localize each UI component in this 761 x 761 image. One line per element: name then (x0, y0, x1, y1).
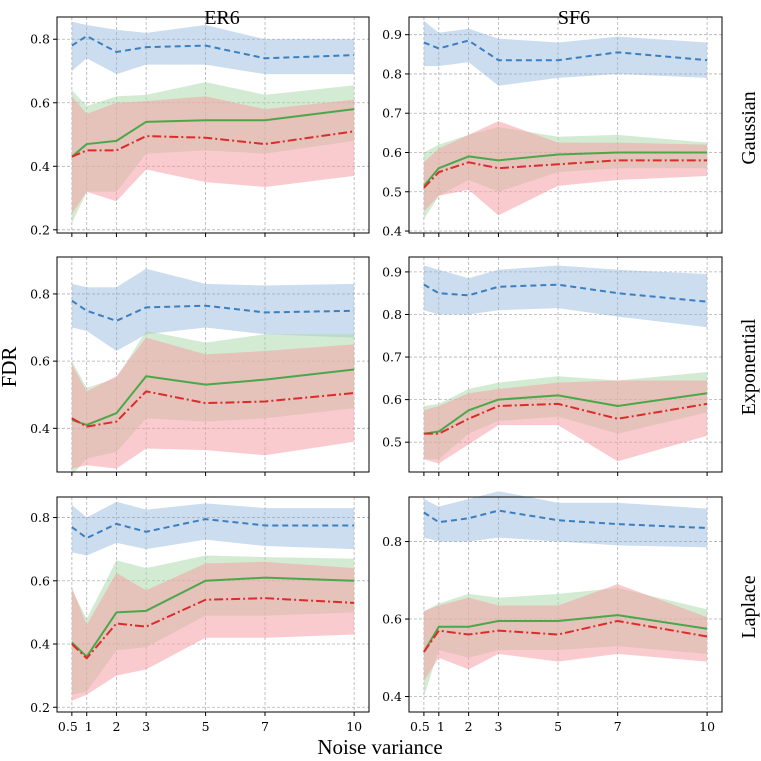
row-title-exponential: Exponential (738, 318, 760, 415)
x-tick-label: 0.5 (58, 719, 78, 734)
y-tick-label: 0.4 (30, 637, 50, 652)
y-tick-label: 0.9 (382, 264, 402, 279)
x-axis-label: Noise variance (317, 735, 442, 759)
x-tick-label: 2 (465, 719, 473, 734)
y-tick-label: 0.6 (30, 95, 50, 110)
x-tick-label: 1 (437, 719, 445, 734)
green-series-line (71, 368, 355, 426)
blue-confidence-band (71, 268, 355, 352)
x-tick-label: 2 (112, 719, 120, 734)
y-tick-label: 0.7 (382, 106, 402, 121)
blue-series-line (71, 518, 355, 540)
y-tick-label: 0.5 (382, 184, 402, 199)
red-series-line (423, 159, 708, 189)
y-tick-label: 0.8 (382, 307, 402, 322)
axes-frame (408, 256, 723, 473)
y-tick-label: 0.4 (30, 421, 50, 436)
green-series-line (423, 151, 708, 187)
blue-confidence-band (423, 20, 708, 86)
green-series-line (423, 614, 708, 653)
x-tick-label: 7 (261, 719, 269, 734)
row-title-laplace: Laplace (738, 575, 760, 638)
y-tick-label: 0.4 (382, 689, 402, 704)
col-title-er6: ER6 (204, 7, 240, 29)
x-tick-label: 7 (614, 719, 622, 734)
y-tick-label: 0.7 (382, 350, 402, 365)
y-tick-label: 0.6 (382, 392, 402, 407)
red-confidence-band (71, 96, 355, 214)
y-tick-label: 0.8 (382, 534, 402, 549)
axes-frame (56, 16, 370, 234)
x-tick-label: 10 (346, 719, 362, 734)
panel-sf6-exponential: 0.5 0.6 0.7 0.8 0.9 (382, 256, 723, 476)
axes-frame (408, 16, 723, 234)
panel-er6-laplace: 0.2 0.4 0.6 0.8 0.5 1 2 3 5 7 10 (30, 496, 370, 734)
red-series-line (71, 597, 355, 660)
y-tick-label: 0.8 (382, 66, 402, 81)
panel-sf6-gaussian: 0.4 0.5 0.6 0.7 0.8 0.9 (382, 16, 723, 239)
panel-er6-gaussian: 0.2 0.4 0.6 0.8 (30, 16, 370, 237)
axes-frame (408, 496, 723, 713)
panels: 0.20.40.60.80.40.50.60.70.80.90.40.60.80… (30, 16, 723, 734)
y-tick-label: 0.4 (30, 159, 50, 174)
blue-confidence-band (71, 501, 355, 556)
y-tick-label: 0.4 (382, 224, 402, 239)
y-tick-label: 0.8 (30, 510, 50, 525)
y-tick-label: 0.6 (382, 612, 402, 627)
x-tick-label: 5 (554, 719, 562, 734)
y-tick-label: 0.6 (382, 145, 402, 160)
blue-series-line (71, 35, 355, 60)
x-tick-label: 3 (142, 719, 150, 734)
x-tick-label: 3 (494, 719, 502, 734)
axes-frame (56, 496, 370, 713)
blue-confidence-band (423, 265, 708, 328)
axes-frame (56, 256, 370, 473)
row-title-gaussian: Gaussian (738, 91, 760, 164)
y-tick-label: 0.8 (30, 286, 50, 301)
green-series-line (71, 108, 355, 158)
green-series-line (71, 576, 355, 658)
y-tick-label: 0.6 (30, 354, 50, 369)
x-tick-label: 1 (85, 719, 93, 734)
blue-series-line (423, 39, 708, 62)
green-series-line (423, 392, 708, 435)
red-confidence-band (423, 121, 708, 216)
col-title-sf6: SF6 (558, 7, 590, 29)
y-axis-label: FDR (0, 347, 21, 388)
panel-er6-exponential: 0.4 0.6 0.8 (30, 256, 370, 476)
blue-confidence-band (423, 491, 708, 548)
y-tick-label: 0.9 (382, 27, 402, 42)
red-series-line (423, 619, 708, 653)
panel-sf6-laplace: 0.4 0.6 0.8 0.5 1 2 3 5 7 10 (382, 491, 723, 734)
y-tick-label: 0.5 (382, 435, 402, 450)
y-tick-label: 0.8 (30, 32, 50, 47)
y-tick-label: 0.6 (30, 573, 50, 588)
red-series-line (71, 390, 355, 428)
x-tick-label: 10 (699, 719, 715, 734)
x-tick-label: 0.5 (410, 719, 430, 734)
red-confidence-band (71, 561, 355, 701)
red-series-line (423, 402, 708, 435)
y-tick-label: 0.2 (30, 700, 50, 715)
blue-series-line (71, 299, 355, 322)
y-tick-label: 0.2 (30, 222, 50, 237)
blue-confidence-band (71, 21, 355, 75)
x-tick-label: 5 (202, 719, 210, 734)
